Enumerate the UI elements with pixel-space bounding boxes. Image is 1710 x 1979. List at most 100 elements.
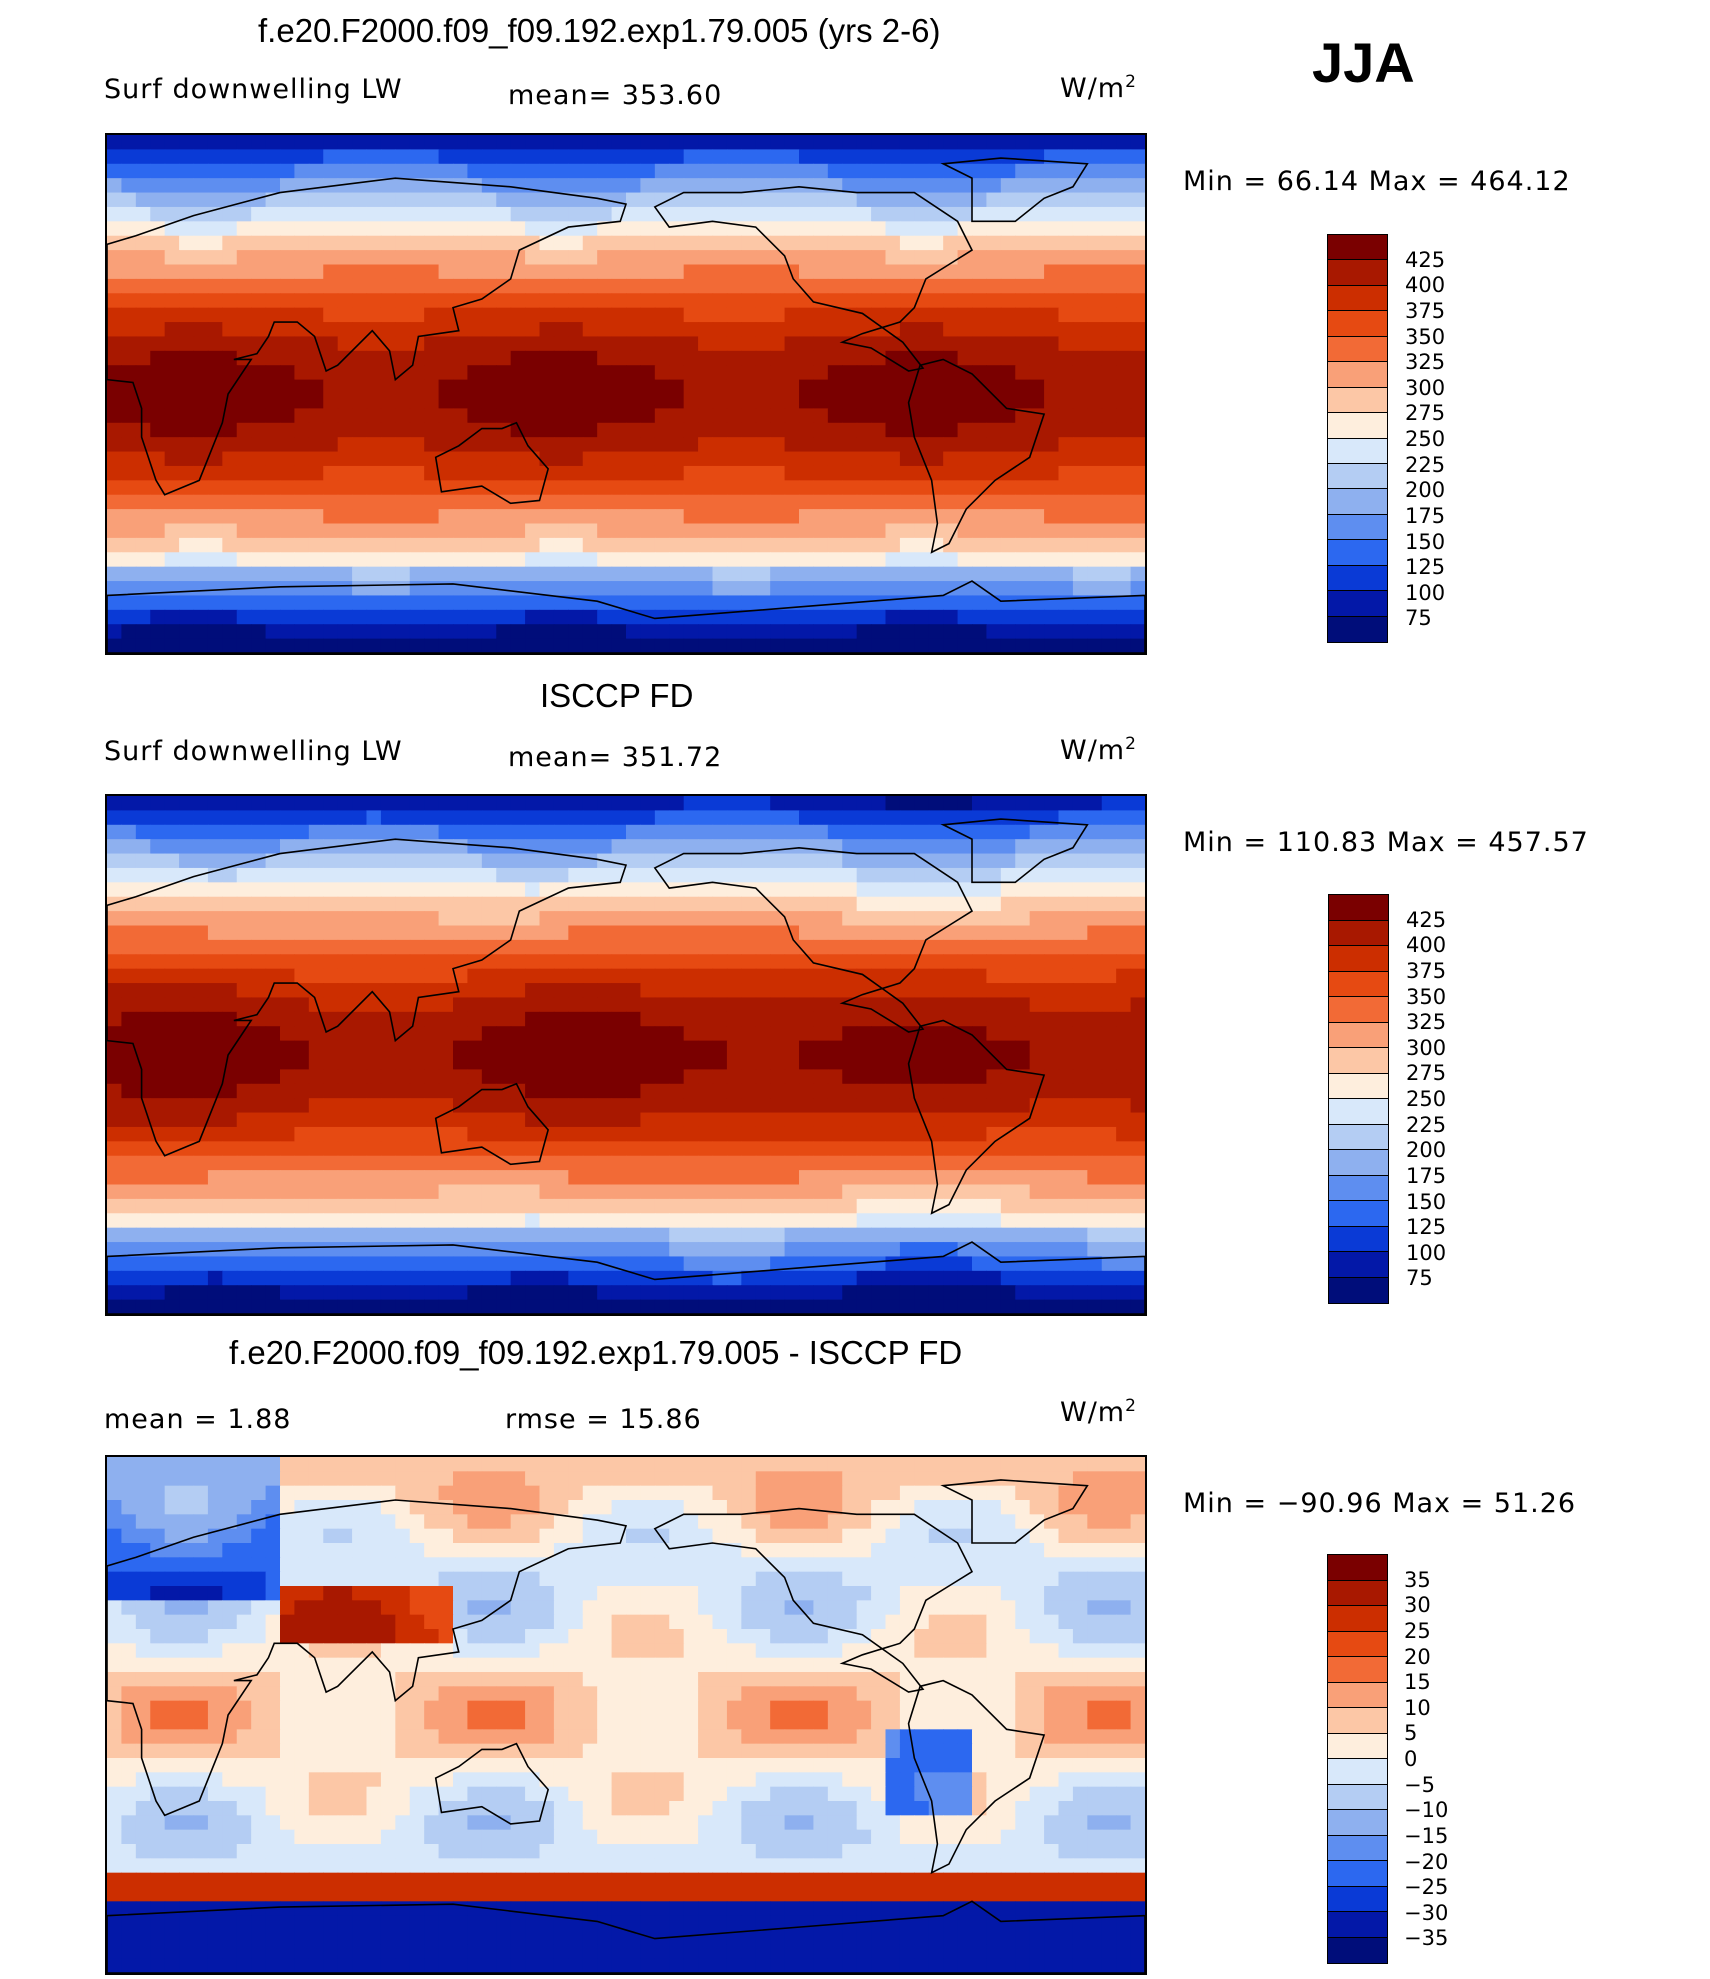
map-grid-cell xyxy=(669,896,685,912)
map-grid-cell xyxy=(1130,1227,1145,1243)
map-grid-cell xyxy=(928,135,944,150)
map-grid-cell xyxy=(914,609,930,625)
map-grid-cell xyxy=(1087,178,1103,194)
map-grid-cell xyxy=(683,322,699,338)
map-grid-cell xyxy=(683,939,699,955)
map-grid-cell xyxy=(453,221,469,237)
map-grid-cell xyxy=(1058,163,1074,179)
map-grid-cell xyxy=(611,810,627,826)
map-grid-cell xyxy=(467,824,483,840)
map-grid-cell xyxy=(150,997,166,1013)
map-grid-cell xyxy=(294,1055,310,1070)
map-grid-cell xyxy=(683,523,699,539)
map-grid-cell xyxy=(380,824,396,840)
map-grid-cell xyxy=(1029,379,1045,395)
map-grid-cell xyxy=(957,135,973,150)
map-grid-cell xyxy=(871,250,887,266)
map-grid-cell xyxy=(568,997,584,1013)
map-grid-cell xyxy=(280,796,296,811)
map-grid-cell xyxy=(986,494,1002,510)
map-grid-cell xyxy=(467,163,483,179)
map-grid-cell xyxy=(424,1011,440,1027)
map-grid-cell xyxy=(453,896,469,912)
map-grid-cell xyxy=(597,624,613,640)
map-grid-cell xyxy=(525,853,541,869)
map-grid-cell xyxy=(914,394,930,409)
map-grid-cell xyxy=(553,437,569,453)
map-grid-cell xyxy=(755,465,771,481)
map-grid-cell xyxy=(323,480,339,496)
map-grid-cell xyxy=(943,149,959,165)
map-grid-cell xyxy=(409,235,425,251)
map-grid-cell xyxy=(222,939,238,955)
map-grid-cell xyxy=(280,149,296,165)
map-grid-cell xyxy=(510,609,526,625)
map-grid-cell xyxy=(121,1227,137,1243)
map-grid-cell xyxy=(1000,997,1016,1013)
map-grid-cell xyxy=(654,221,670,237)
map-grid-cell xyxy=(582,839,598,855)
map-grid-cell xyxy=(207,1198,223,1214)
map-grid-cell xyxy=(741,509,757,525)
map-grid-cell xyxy=(611,293,627,309)
map-grid-cell xyxy=(380,149,396,165)
map-grid-cell xyxy=(1044,581,1060,597)
map-grid-cell xyxy=(352,925,368,941)
map-grid-cell xyxy=(972,853,988,869)
map-grid-cell xyxy=(1101,537,1117,553)
map-grid-cell xyxy=(525,1069,541,1085)
map-grid-cell xyxy=(1058,581,1074,597)
map-grid-cell xyxy=(813,1083,829,1099)
map-grid-cell xyxy=(380,465,396,481)
map-grid-cell xyxy=(972,1242,988,1258)
map-grid-cell xyxy=(539,867,555,883)
map-grid-cell xyxy=(597,221,613,237)
map-grid-cell xyxy=(755,523,771,539)
map-grid-cell xyxy=(1058,939,1074,955)
map-grid-cell xyxy=(1072,997,1088,1013)
map-grid-cell xyxy=(280,494,296,510)
map-grid-cell xyxy=(885,178,901,194)
map-grid-cell xyxy=(424,954,440,970)
map-grid-cell xyxy=(626,264,642,280)
map-grid-cell xyxy=(409,451,425,467)
map-grid-cell xyxy=(438,494,454,510)
map-grid-cell xyxy=(654,1011,670,1027)
map-grid-cell xyxy=(683,1083,699,1099)
map-grid-cell xyxy=(207,394,223,409)
map-grid-cell xyxy=(712,997,728,1013)
map-grid-cell xyxy=(1000,911,1016,927)
map-grid-cell xyxy=(654,1112,670,1128)
map-grid-cell xyxy=(827,1069,843,1085)
map-grid-cell xyxy=(553,1011,569,1027)
map-grid-cell xyxy=(885,839,901,855)
map-grid-cell xyxy=(308,1098,324,1114)
map-grid-cell xyxy=(1072,1083,1088,1099)
map-grid-cell xyxy=(438,1184,454,1200)
map-grid-cell xyxy=(352,422,368,438)
map-grid-cell xyxy=(899,451,915,467)
map-grid-cell xyxy=(640,293,656,309)
map-grid-cell xyxy=(366,1141,382,1157)
map-grid-cell xyxy=(1087,365,1103,381)
map-grid-cell xyxy=(1015,523,1031,539)
map-grid-cell xyxy=(899,163,915,179)
map-grid-cell xyxy=(582,264,598,280)
map-grid-cell xyxy=(626,595,642,611)
map-grid-cell xyxy=(1087,1155,1103,1171)
map-grid-cell xyxy=(481,206,497,222)
map-grid-cell xyxy=(323,911,339,927)
map-grid-cell xyxy=(467,581,483,597)
map-grid-cell xyxy=(337,638,353,653)
map-grid-cell xyxy=(179,581,195,597)
map-grid-cell xyxy=(453,1141,469,1157)
map-grid-cell xyxy=(813,437,829,453)
map-grid-cell xyxy=(366,954,382,970)
map-grid-cell xyxy=(308,523,324,539)
map-grid-cell xyxy=(251,1112,267,1128)
map-grid-cell xyxy=(626,149,642,165)
map-grid-cell xyxy=(1015,853,1031,869)
map-grid-cell xyxy=(525,509,541,525)
map-grid-cell xyxy=(164,983,180,999)
map-grid-cell xyxy=(424,336,440,352)
